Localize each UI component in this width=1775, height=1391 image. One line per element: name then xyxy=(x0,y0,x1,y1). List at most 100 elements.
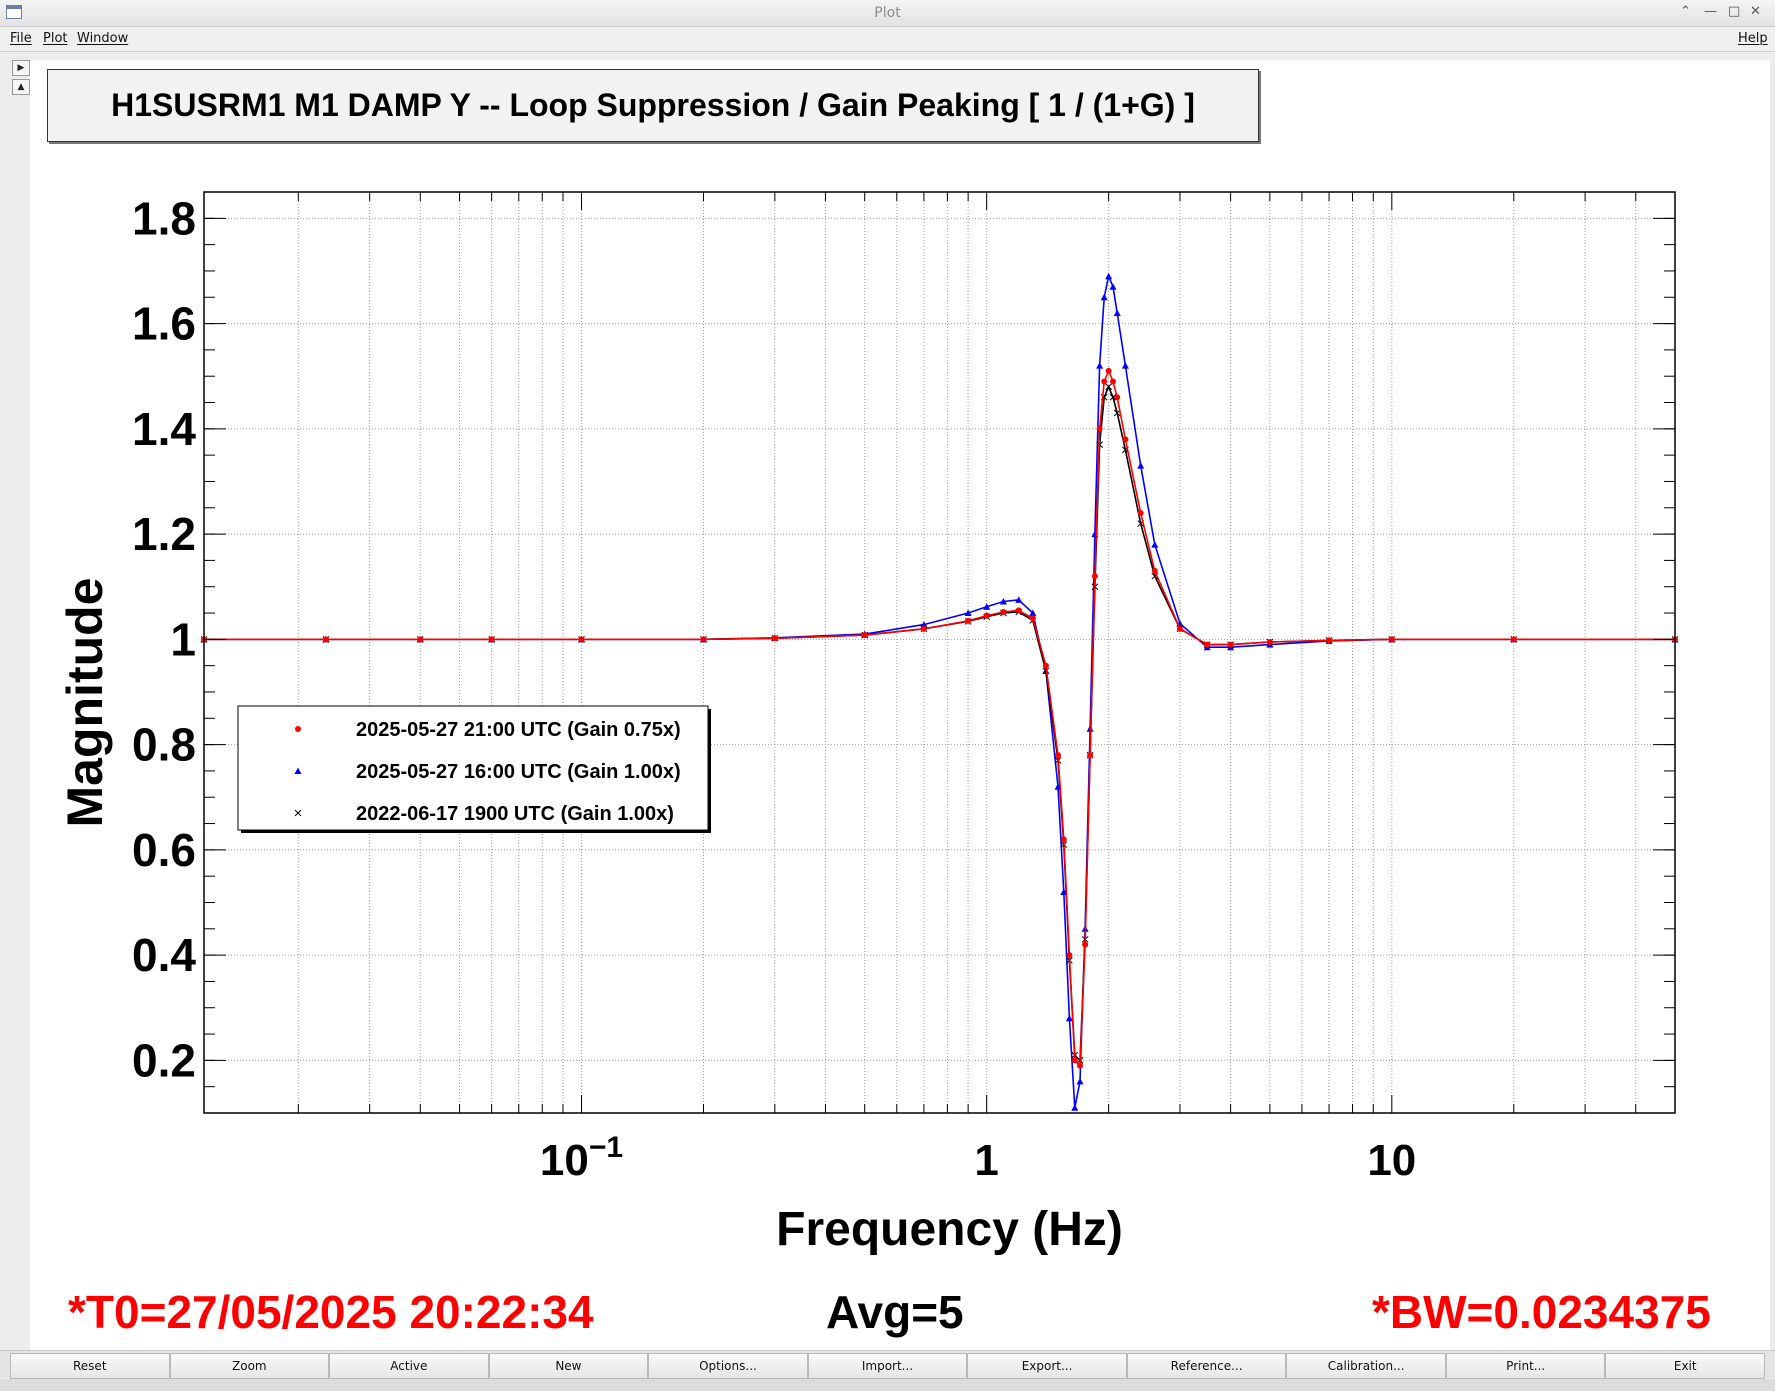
plot-canvas[interactable] xyxy=(30,60,1770,1350)
active-button[interactable]: Active xyxy=(329,1353,489,1379)
data-point xyxy=(700,636,707,643)
data-point xyxy=(488,636,495,643)
data-point xyxy=(1114,394,1121,401)
data-point xyxy=(1065,1014,1073,1022)
calibration-button[interactable]: Calibration... xyxy=(1286,1353,1446,1379)
data-point xyxy=(295,726,301,732)
data-point xyxy=(578,636,585,643)
legend: 2025-05-27 21:00 UTC (Gain 0.75x) 2025-05… xyxy=(237,705,711,833)
data-point xyxy=(1082,941,1089,948)
data-point xyxy=(1071,1057,1078,1064)
y-tick-label: 1 xyxy=(170,613,196,665)
reference-button[interactable]: Reference... xyxy=(1126,1353,1287,1379)
axis-labels: 0.2 0.4 0.6 0.8 1 1.2 1.4 1.6 1.8 10−1 1 10 Frequenc… xyxy=(57,192,1416,1256)
legend-entry: 2025-05-27 16:00 UTC (Gain 1.00x) xyxy=(356,761,681,783)
window-titlebar: Plot ⌃ — □ ✕ xyxy=(0,0,1775,27)
data-point xyxy=(1042,662,1049,669)
y-tick-label: 1.4 xyxy=(132,403,196,455)
new-button[interactable]: New xyxy=(488,1353,649,1379)
series-1 xyxy=(200,272,1679,1111)
import-button[interactable]: Import... xyxy=(807,1353,968,1379)
expand-right-icon[interactable]: ▶ xyxy=(12,60,30,76)
data-point xyxy=(1121,362,1129,369)
x-tick-label: 10 xyxy=(1367,1136,1416,1185)
menu-help[interactable]: Help xyxy=(1738,31,1768,46)
menu-file[interactable]: File xyxy=(10,31,32,46)
data-point xyxy=(1227,641,1234,648)
data-point xyxy=(1176,625,1183,632)
series-line xyxy=(204,273,1675,1108)
axis-ticks xyxy=(204,192,1676,1113)
data-point xyxy=(1204,641,1211,648)
data-point xyxy=(1388,636,1395,643)
minimize-icon[interactable]: — xyxy=(1704,4,1717,19)
data-point xyxy=(1076,1077,1084,1085)
legend-entry: 2022-06-17 1900 UTC (Gain 1.00x) xyxy=(356,803,674,825)
reset-button[interactable]: Reset xyxy=(10,1353,170,1379)
t0-label: *T0=27/05/2025 20:22:34 xyxy=(68,1286,594,1338)
data-point xyxy=(1113,309,1121,317)
window-title: Plot xyxy=(874,5,901,21)
data-point xyxy=(999,597,1007,605)
series-0 xyxy=(201,367,1678,1069)
data-point xyxy=(771,635,778,642)
y-tick-label: 0.8 xyxy=(132,719,196,771)
data-point xyxy=(417,636,424,643)
zoom-button[interactable]: Zoom xyxy=(169,1353,330,1379)
button-bar: Reset Zoom Active New Options... Import.… xyxy=(0,1350,1775,1379)
menubar: File Plot Window Help xyxy=(0,27,1775,52)
legend-box xyxy=(237,705,709,831)
data-point xyxy=(920,621,928,628)
data-point xyxy=(983,603,991,610)
plot-title: H1SUSRM1 M1 DAMP Y -- Loop Suppression /… xyxy=(47,69,1259,142)
data-point xyxy=(1015,596,1023,603)
y-axis-title: Magnitude xyxy=(57,578,113,828)
close-icon[interactable]: ✕ xyxy=(1750,4,1761,19)
menu-window[interactable]: Window xyxy=(77,31,129,46)
y-tick-label: 0.6 xyxy=(132,824,196,876)
data-point xyxy=(861,632,868,639)
data-point xyxy=(1100,293,1108,301)
data-point xyxy=(1109,283,1117,290)
y-tick-label: 1.2 xyxy=(132,508,196,560)
status-bar xyxy=(0,1379,1775,1391)
x-tick-label: 10−1 xyxy=(540,1131,623,1185)
data-point xyxy=(1055,752,1062,759)
data-point xyxy=(1109,378,1116,385)
data-point xyxy=(1151,541,1159,548)
data-point xyxy=(1326,637,1333,644)
grid-lines xyxy=(204,192,1676,1113)
data-point xyxy=(1510,636,1517,643)
data-point xyxy=(1000,608,1007,615)
data-point xyxy=(1096,425,1103,432)
data-point xyxy=(1066,952,1073,959)
data-point xyxy=(1122,436,1129,443)
bw-label: *BW=0.0234375 xyxy=(1372,1286,1711,1338)
menu-plot[interactable]: Plot xyxy=(43,31,68,46)
options-button[interactable]: Options... xyxy=(648,1353,808,1379)
data-point xyxy=(322,636,329,643)
data-point xyxy=(1029,615,1036,622)
window-shade-icon[interactable]: ⌃ xyxy=(1680,4,1691,19)
x-tick-label: 1 xyxy=(974,1136,998,1185)
exit-button[interactable]: Exit xyxy=(1605,1353,1766,1379)
expand-up-icon[interactable]: ▲ xyxy=(12,79,30,95)
data-point xyxy=(1087,752,1094,759)
y-tick-label: 1.6 xyxy=(132,298,196,350)
data-point xyxy=(965,617,972,624)
data-point xyxy=(1151,567,1158,574)
legend-entry: 2025-05-27 21:00 UTC (Gain 0.75x) xyxy=(356,719,681,741)
data-point xyxy=(1029,609,1037,617)
maximize-icon[interactable]: □ xyxy=(1728,4,1741,19)
data-point xyxy=(1137,462,1145,469)
data-point xyxy=(294,767,302,774)
avg-label: Avg=5 xyxy=(826,1286,964,1338)
data-point xyxy=(964,609,972,617)
y-tick-label: 0.2 xyxy=(132,1034,196,1086)
data-point xyxy=(1015,607,1022,614)
side-toolbar: ▶ ▲ xyxy=(12,60,30,98)
print-button[interactable]: Print... xyxy=(1445,1353,1606,1379)
data-point xyxy=(1105,383,1112,391)
export-button[interactable]: Export... xyxy=(967,1353,1127,1379)
